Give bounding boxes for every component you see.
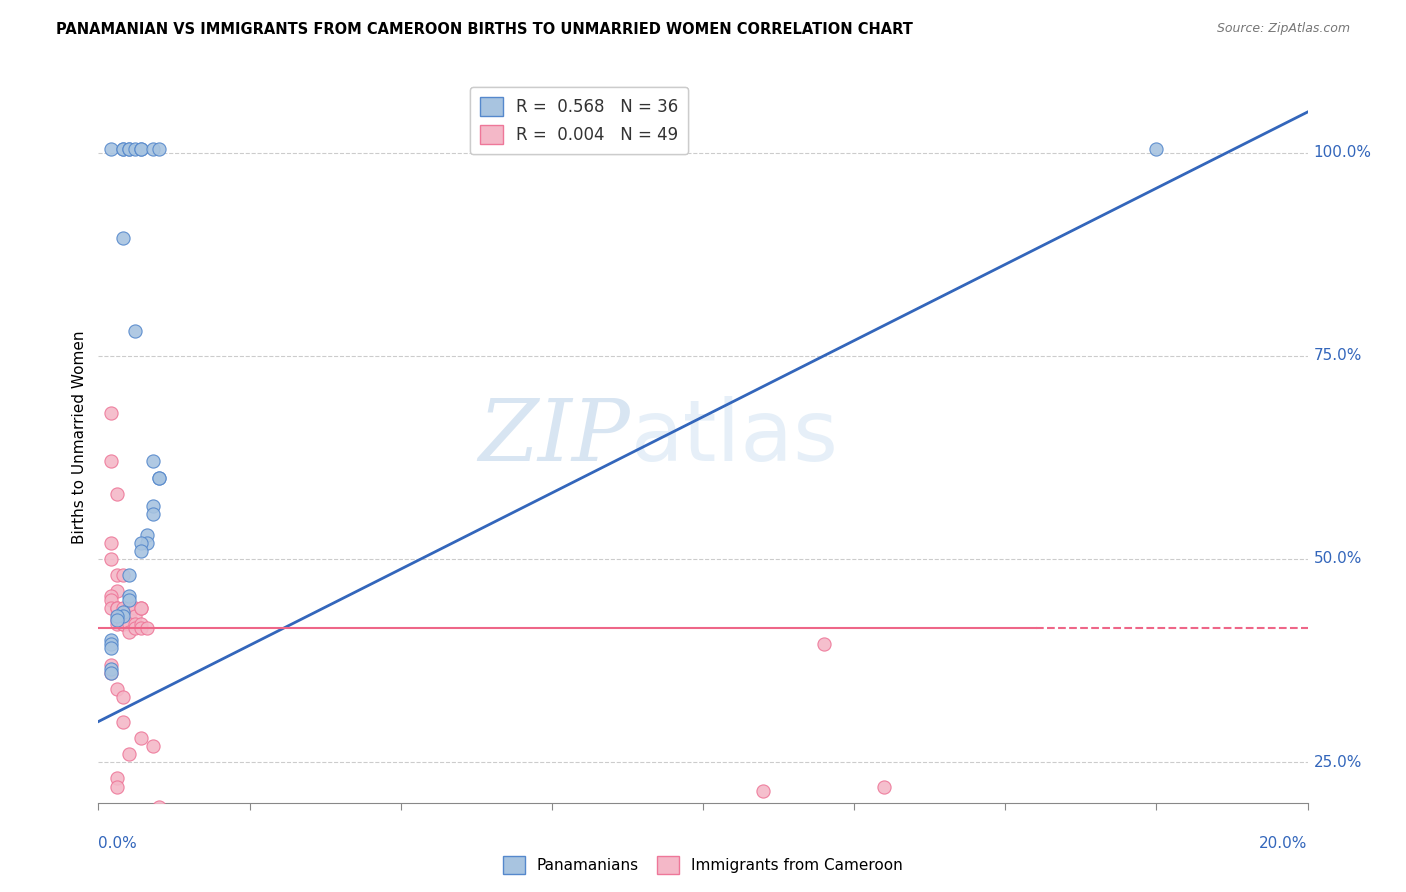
- Point: [129, 731, 152, 745]
- Point: [105, 613, 128, 627]
- Point: [129, 142, 152, 156]
- Point: [118, 747, 141, 761]
- Text: PANAMANIAN VS IMMIGRANTS FROM CAMEROON BIRTHS TO UNMARRIED WOMEN CORRELATION CHA: PANAMANIAN VS IMMIGRANTS FROM CAMEROON B…: [56, 22, 912, 37]
- Point: [111, 617, 134, 632]
- Point: [129, 535, 152, 549]
- Text: 75.0%: 75.0%: [1313, 348, 1362, 363]
- Point: [105, 772, 128, 786]
- Point: [129, 600, 152, 615]
- Point: [124, 600, 146, 615]
- Point: [124, 617, 146, 632]
- Point: [100, 535, 122, 549]
- Point: [1144, 142, 1167, 156]
- Point: [118, 600, 141, 615]
- Point: [100, 633, 122, 648]
- Point: [105, 584, 128, 599]
- Point: [118, 608, 141, 623]
- Point: [105, 617, 128, 632]
- Point: [111, 142, 134, 156]
- Point: [118, 592, 141, 607]
- Point: [148, 800, 170, 814]
- Point: [100, 657, 122, 672]
- Point: [111, 690, 134, 705]
- Point: [118, 568, 141, 582]
- Point: [142, 739, 165, 753]
- Text: 50.0%: 50.0%: [1313, 551, 1362, 566]
- Text: 25.0%: 25.0%: [1313, 755, 1362, 770]
- Point: [873, 780, 896, 794]
- Text: Source: ZipAtlas.com: Source: ZipAtlas.com: [1216, 22, 1350, 36]
- Point: [105, 681, 128, 696]
- Point: [118, 142, 141, 156]
- Text: 100.0%: 100.0%: [1313, 145, 1372, 161]
- Point: [813, 637, 835, 651]
- Point: [129, 617, 152, 632]
- Text: ZIP: ZIP: [478, 396, 630, 478]
- Point: [118, 617, 141, 632]
- Point: [124, 325, 146, 339]
- Point: [111, 605, 134, 619]
- Point: [148, 471, 170, 485]
- Point: [111, 568, 134, 582]
- Point: [118, 589, 141, 603]
- Point: [105, 613, 128, 627]
- Point: [118, 142, 141, 156]
- Point: [142, 508, 165, 522]
- Point: [100, 589, 122, 603]
- Point: [124, 845, 146, 859]
- Point: [100, 142, 122, 156]
- Point: [135, 527, 157, 541]
- Point: [111, 142, 134, 156]
- Point: [100, 665, 122, 680]
- Legend: R =  0.568   N = 36, R =  0.004   N = 49: R = 0.568 N = 36, R = 0.004 N = 49: [470, 87, 689, 153]
- Point: [148, 471, 170, 485]
- Legend: Panamanians, Immigrants from Cameroon: Panamanians, Immigrants from Cameroon: [498, 850, 908, 880]
- Point: [100, 592, 122, 607]
- Point: [135, 621, 157, 635]
- Point: [129, 544, 152, 558]
- Point: [142, 499, 165, 513]
- Point: [100, 662, 122, 676]
- Point: [752, 783, 775, 797]
- Point: [135, 535, 157, 549]
- Point: [129, 621, 152, 635]
- Point: [100, 637, 122, 651]
- Point: [111, 608, 134, 623]
- Point: [419, 820, 441, 834]
- Point: [100, 641, 122, 656]
- Point: [105, 780, 128, 794]
- Point: [100, 600, 122, 615]
- Point: [124, 608, 146, 623]
- Point: [100, 454, 122, 468]
- Point: [105, 608, 128, 623]
- Text: 0.0%: 0.0%: [98, 836, 138, 851]
- Point: [111, 231, 134, 245]
- Point: [111, 714, 134, 729]
- Point: [118, 608, 141, 623]
- Point: [129, 600, 152, 615]
- Point: [148, 142, 170, 156]
- Point: [100, 665, 122, 680]
- Point: [111, 600, 134, 615]
- Point: [124, 142, 146, 156]
- Point: [105, 568, 128, 582]
- Point: [105, 600, 128, 615]
- Point: [111, 608, 134, 623]
- Point: [105, 487, 128, 501]
- Point: [142, 454, 165, 468]
- Point: [124, 621, 146, 635]
- Point: [142, 142, 165, 156]
- Point: [118, 625, 141, 640]
- Point: [129, 142, 152, 156]
- Point: [105, 600, 128, 615]
- Point: [100, 406, 122, 420]
- Point: [100, 552, 122, 566]
- Text: atlas: atlas: [630, 395, 838, 479]
- Text: 20.0%: 20.0%: [1260, 836, 1308, 851]
- Y-axis label: Births to Unmarried Women: Births to Unmarried Women: [72, 330, 87, 544]
- Point: [111, 617, 134, 632]
